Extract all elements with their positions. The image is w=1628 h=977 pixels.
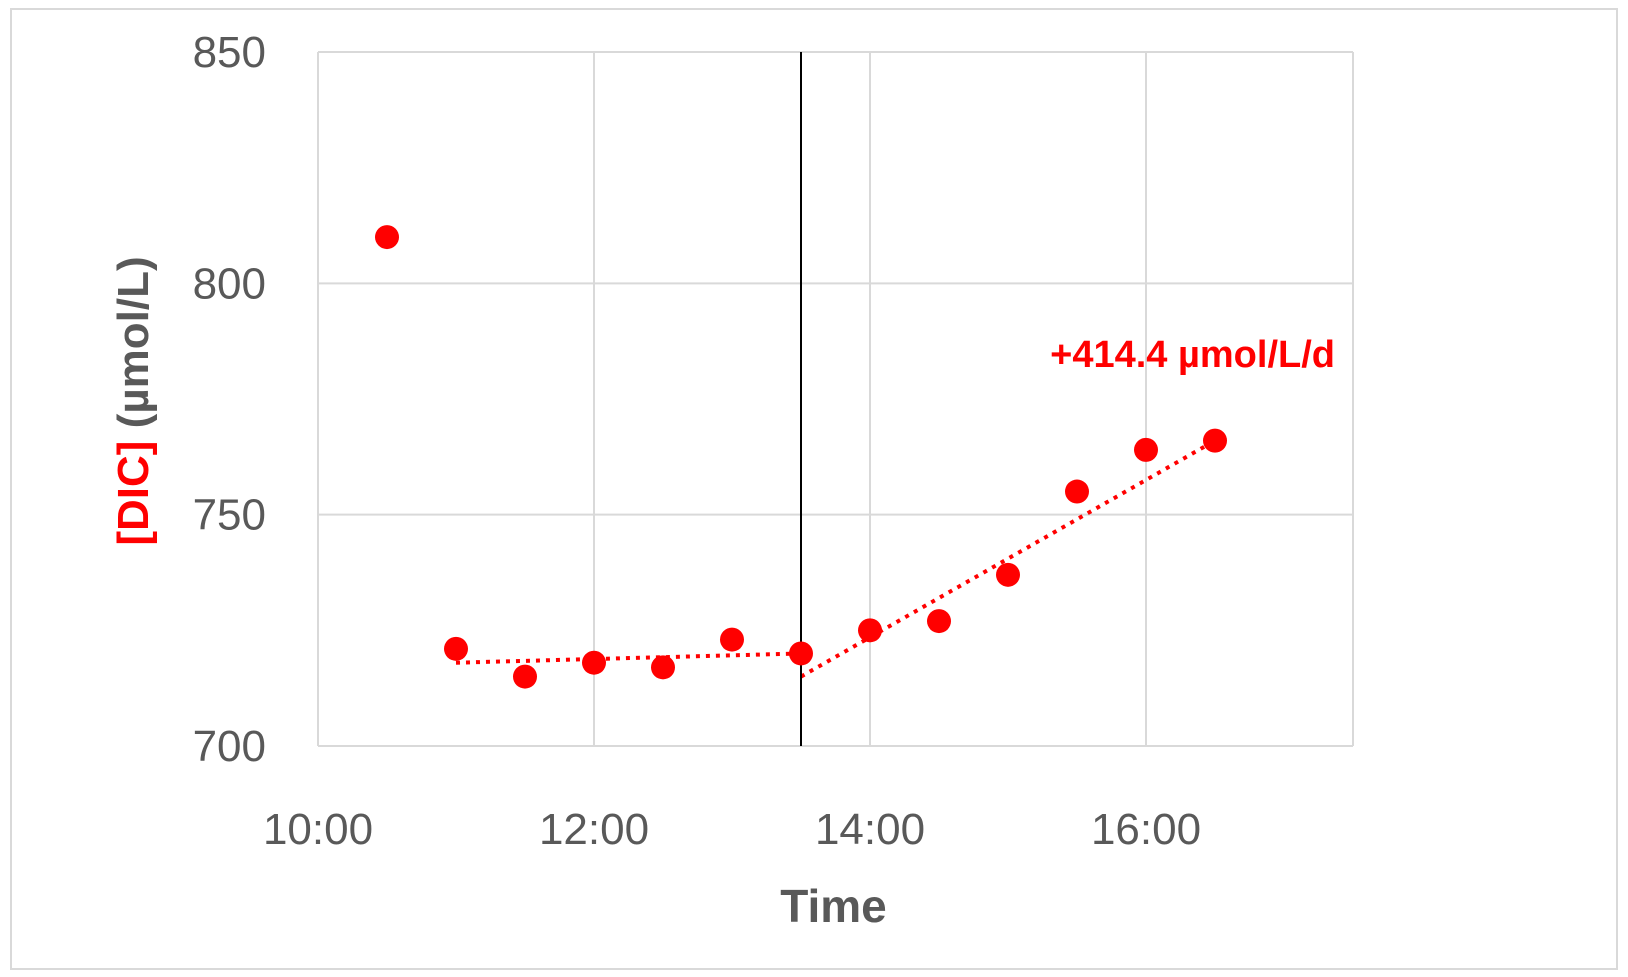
- data-point: [1065, 479, 1089, 504]
- y-tick-labels: 700 750 800 850: [193, 28, 266, 771]
- x-tick-label: 16:00: [1091, 805, 1201, 854]
- data-point: [1203, 428, 1227, 453]
- y-axis-label: [DIC] (µmol/L): [109, 256, 158, 545]
- data-point: [513, 664, 537, 689]
- data-point: [444, 636, 468, 661]
- y-tick-label: 850: [193, 28, 266, 77]
- data-point: [1134, 437, 1158, 462]
- x-axis-label: Time: [780, 880, 887, 932]
- data-point: [996, 562, 1020, 587]
- data-point: [720, 627, 744, 652]
- rate-annotation: +414.4 µmol/L/d: [1050, 334, 1335, 376]
- x-tick-labels: 10:00 12:00 14:00 16:00: [263, 805, 1201, 854]
- y-tick-label: 800: [193, 259, 266, 308]
- data-point: [858, 618, 882, 643]
- y-tick-label: 750: [193, 491, 266, 540]
- data-point: [651, 655, 675, 680]
- data-point: [789, 641, 813, 666]
- x-tick-label: 10:00: [263, 805, 373, 854]
- data-points-layer: [375, 225, 1227, 689]
- data-point: [375, 225, 399, 250]
- y-tick-label: 700: [193, 722, 266, 771]
- data-point: [927, 609, 951, 634]
- x-tick-label: 12:00: [539, 805, 649, 854]
- x-tick-label: 14:00: [815, 805, 925, 854]
- trendline-layer: [455, 438, 1216, 679]
- trendline: [455, 651, 802, 665]
- y-axis-label-unit: (µmol/L): [109, 256, 158, 440]
- grid-layer: [317, 51, 1354, 747]
- chart-frame: [10, 8, 1618, 970]
- y-axis-label-dic: [DIC]: [109, 441, 158, 546]
- trendline: [800, 438, 1216, 679]
- data-point: [582, 650, 606, 675]
